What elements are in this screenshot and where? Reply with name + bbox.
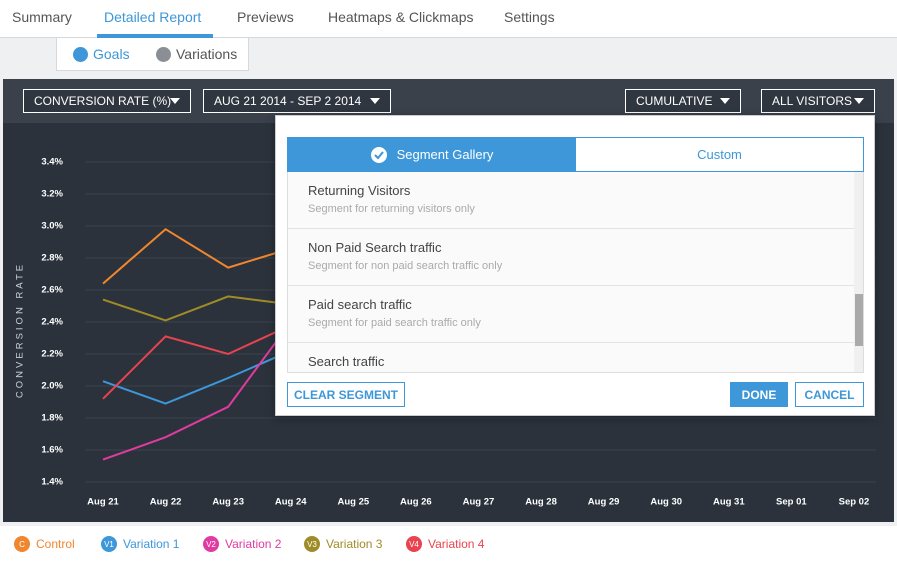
dialog-tab-label: Custom — [697, 147, 742, 162]
y-tick-label: 2.8% — [41, 253, 63, 264]
legend-item[interactable]: V4 Variation 4 — [406, 536, 484, 552]
done-button[interactable]: DONE — [730, 382, 788, 407]
y-tick-label: 3.2% — [41, 189, 63, 200]
subtab[interactable]: Variations — [176, 46, 238, 62]
legend-badge: V3 — [304, 536, 320, 552]
x-tick-label: Sep 01 — [776, 497, 807, 508]
x-tick-label: Aug 31 — [713, 497, 745, 508]
y-axis-label: CONVERSION RATE — [15, 262, 26, 398]
y-tick-label: 1.6% — [41, 445, 63, 456]
item-title: Search traffic — [308, 354, 385, 369]
chart: CONVERSION RATE 1.4% 1.6% 1.8% 2.0% 2.2% 2.4%… — [15, 157, 876, 508]
legend-label: Variation 1 — [123, 537, 180, 551]
x-tick-label: Sep 02 — [839, 497, 870, 508]
legend-item[interactable]: V3 Variation 3 — [304, 536, 382, 552]
dialog-tab[interactable]: Custom — [575, 137, 864, 172]
item-description: Segment for returning visitors only — [308, 203, 475, 215]
legend-label: Variation 2 — [225, 537, 282, 551]
tab[interactable]: Settings — [504, 9, 555, 25]
subtab-box: Goals Variations — [56, 38, 249, 71]
item-title: Returning Visitors — [308, 183, 411, 198]
tab[interactable]: Heatmaps & Clickmaps — [328, 9, 474, 25]
y-tick-label: 3.0% — [41, 221, 63, 232]
legend-label: Variation 3 — [326, 537, 383, 551]
x-tick-label: Aug 30 — [650, 497, 682, 508]
y-tick-label: 2.0% — [41, 381, 63, 392]
subtab[interactable]: Goals — [93, 46, 130, 62]
active-indicator — [97, 34, 213, 38]
dialog-tab-label: Segment Gallery — [396, 147, 494, 162]
tab-bar: Summary Detailed Report Previews Heatmap… — [0, 0, 897, 38]
scroll-thumb[interactable] — [855, 294, 863, 346]
y-tick-label: 2.4% — [41, 317, 63, 328]
item-title: Non Paid Search traffic — [308, 240, 442, 255]
segment-item[interactable]: Paid search traffic Segment for paid sear… — [288, 286, 854, 343]
series-line — [102, 324, 292, 400]
x-tick-label: Aug 21 — [87, 497, 119, 508]
series-line — [102, 295, 291, 322]
segment-list: Returning Visitors Segment for returning … — [287, 172, 864, 373]
legend: C Control V1 Variation 1 V2 Variation 2 V3 Vari… — [0, 526, 897, 561]
variations-dot — [156, 47, 171, 62]
x-tick-label: Aug 25 — [337, 497, 369, 508]
dialog-tab[interactable]: Segment Gallery — [287, 137, 576, 172]
legend-label: Variation 4 — [428, 537, 485, 551]
segment-item[interactable]: Returning Visitors Segment for returning … — [288, 172, 854, 229]
legend-item[interactable]: V2 Variation 2 — [203, 536, 281, 552]
mode-dropdown[interactable]: CUMULATIVE — [625, 89, 741, 113]
goals-dot — [73, 47, 88, 62]
legend-label: Control — [36, 537, 75, 551]
series-line — [102, 227, 292, 285]
tab[interactable]: Summary — [12, 9, 72, 25]
x-tick-label: Aug 29 — [588, 497, 620, 508]
legend-badge: C — [14, 536, 30, 552]
y-tick-label: 2.6% — [41, 285, 63, 296]
item-description: Segment for paid search traffic only — [308, 317, 481, 329]
tab[interactable]: Detailed Report — [104, 9, 202, 25]
item-title: Paid search traffic — [308, 297, 412, 312]
x-tick-label: Aug 22 — [150, 497, 182, 508]
segment-dialog: Segment Gallery Custom Returning Visitor… — [275, 115, 875, 416]
metric-dropdown[interactable]: CONVERSION RATE (%) — [23, 89, 191, 113]
x-tick-label: Aug 26 — [400, 497, 432, 508]
x-tick-label: Aug 27 — [463, 497, 495, 508]
x-tick-label: Aug 23 — [212, 497, 244, 508]
legend-badge: V1 — [101, 536, 117, 552]
segment-dropdown[interactable]: ALL VISITORS — [761, 89, 875, 113]
segment-item[interactable]: Non Paid Search traffic Segment for non p… — [288, 229, 854, 286]
x-tick-label: Aug 28 — [525, 497, 557, 508]
date-dropdown[interactable]: AUG 21 2014 - SEP 2 2014 — [203, 89, 391, 113]
legend-badge: V4 — [406, 536, 422, 552]
tab[interactable]: Previews — [237, 9, 294, 25]
legend-badge: V2 — [203, 536, 219, 552]
segment-item[interactable]: Search traffic — [288, 343, 854, 372]
scrollbar — [854, 172, 863, 372]
series-line — [102, 321, 292, 461]
legend-item[interactable]: C Control — [14, 536, 75, 552]
item-description: Segment for non paid search traffic only — [308, 260, 503, 272]
check-icon — [370, 146, 387, 163]
y-tick-label: 3.4% — [41, 157, 63, 168]
y-tick-label: 2.2% — [41, 349, 63, 360]
cancel-button[interactable]: CANCEL — [795, 382, 864, 407]
legend-item[interactable]: V1 Variation 1 — [101, 536, 179, 552]
y-tick-label: 1.8% — [41, 413, 63, 424]
y-tick-label: 1.4% — [41, 477, 63, 488]
x-tick-label: Aug 24 — [275, 497, 307, 508]
clear-button[interactable]: CLEAR SEGMENT — [287, 382, 405, 407]
